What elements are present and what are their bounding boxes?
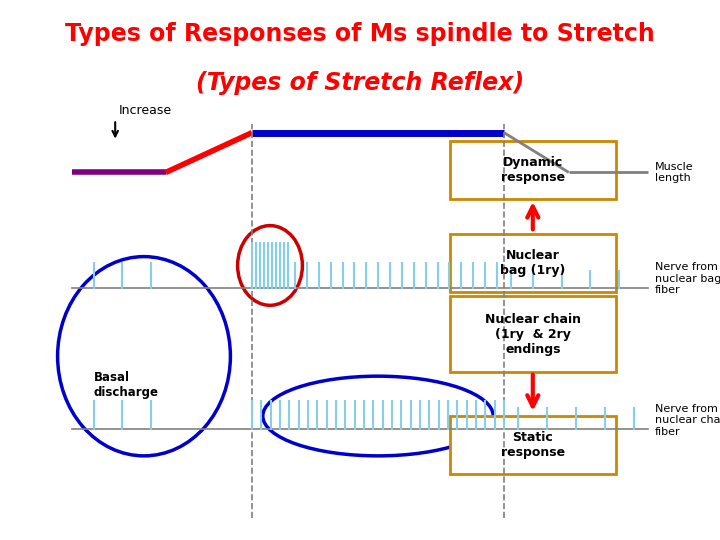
FancyBboxPatch shape bbox=[450, 141, 616, 199]
FancyBboxPatch shape bbox=[450, 416, 616, 474]
Text: Nuclear chain
(1ry  & 2ry
endings: Nuclear chain (1ry & 2ry endings bbox=[485, 313, 581, 356]
Text: Nerve from
nuclear chain
fiber: Nerve from nuclear chain fiber bbox=[655, 404, 720, 437]
Text: Muscle
length: Muscle length bbox=[655, 161, 694, 183]
Text: Dynamic
response: Dynamic response bbox=[500, 156, 565, 184]
Text: Increase: Increase bbox=[119, 104, 172, 117]
Text: (Types of Stretch Reflex): (Types of Stretch Reflex) bbox=[196, 71, 524, 94]
Text: Nerve from
nuclear bag
fiber: Nerve from nuclear bag fiber bbox=[655, 262, 720, 295]
FancyBboxPatch shape bbox=[450, 296, 616, 372]
Text: Types of Responses of Ms spindle to Stretch: Types of Responses of Ms spindle to Stre… bbox=[65, 22, 655, 46]
Text: Basal
discharge: Basal discharge bbox=[94, 371, 158, 399]
FancyBboxPatch shape bbox=[450, 234, 616, 292]
Text: Nuclear
bag (1ry): Nuclear bag (1ry) bbox=[500, 249, 565, 277]
Text: Static
response: Static response bbox=[500, 431, 565, 459]
